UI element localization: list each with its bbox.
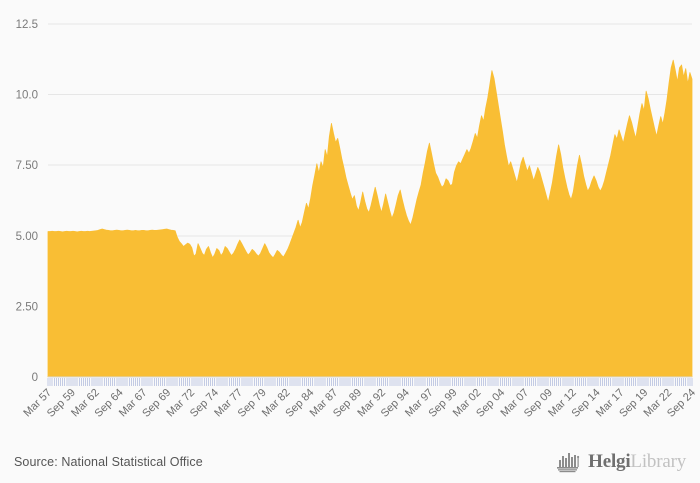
- y-axis-tick-label: 2.50: [16, 301, 38, 313]
- y-axis-tick-label: 0: [32, 372, 38, 384]
- series-area-value: [47, 59, 693, 378]
- y-axis-tick-label: 5.00: [16, 231, 38, 243]
- helgi-library-building-chart-icon: [557, 452, 580, 472]
- area-series-path: [47, 59, 693, 378]
- helgi-library-logo[interactable]: HelgiLibrary: [556, 451, 686, 473]
- y-axis-tick-label: 7.50: [16, 160, 38, 172]
- logo-brand-secondary: Library: [630, 450, 686, 472]
- x-axis-minor-ticks: [47, 378, 693, 386]
- source-label: Source: National Statistical Office: [14, 454, 203, 469]
- y-axis-tick-labels: 0 2.50 5.00 7.50 10.0 12.5: [16, 19, 38, 384]
- y-axis-tick-label: 12.5: [16, 19, 38, 31]
- y-axis-tick-label: 10.0: [16, 90, 38, 102]
- logo-brand-primary: Helgi: [588, 450, 631, 472]
- logo-wordmark: HelgiLibrary: [588, 451, 686, 473]
- chart-footer: Source: National Statistical Office: [0, 440, 700, 483]
